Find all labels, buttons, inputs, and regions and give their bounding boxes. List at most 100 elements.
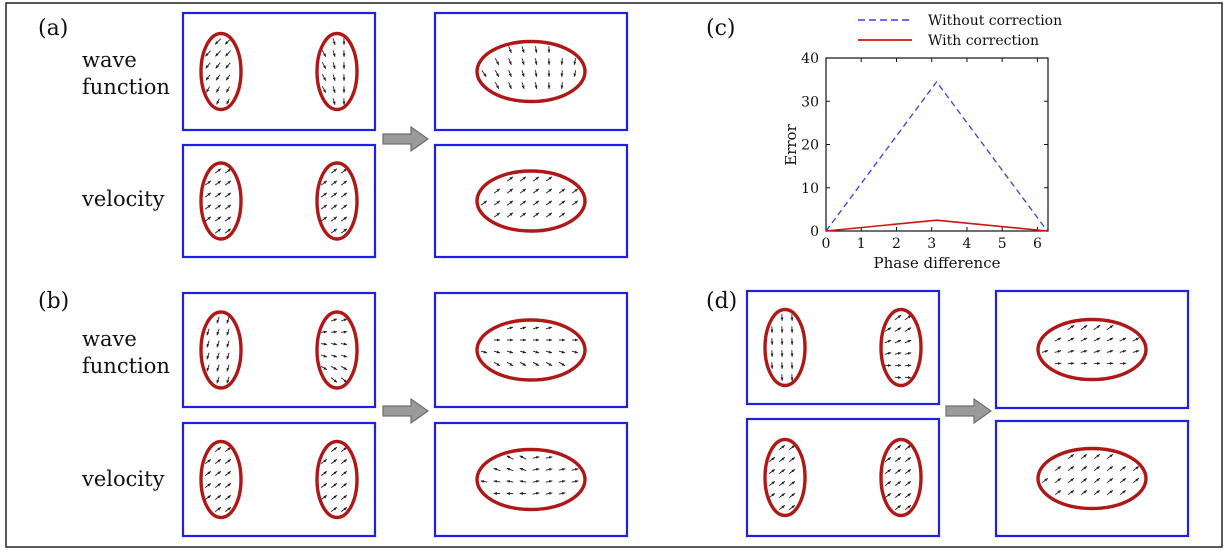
- field-vector: [1080, 337, 1088, 342]
- panel-frame: [433, 421, 629, 538]
- field-vector: [494, 57, 500, 66]
- field-vector: [508, 58, 512, 66]
- field-vector: [904, 481, 912, 486]
- panel-b-vel-before: [181, 421, 377, 538]
- field-vector: [330, 377, 338, 383]
- field-vector: [340, 495, 348, 500]
- field-vector: [480, 350, 488, 354]
- x-tick-label: 6: [1033, 236, 1042, 252]
- field-vector: [330, 507, 338, 512]
- field-vector: [1054, 350, 1062, 353]
- condensate-outline: [199, 161, 243, 241]
- field-vector: [206, 364, 210, 372]
- field-vector: [332, 74, 336, 82]
- panel-a-wave-after: [433, 11, 629, 132]
- field-vector: [340, 228, 348, 234]
- field-vector: [330, 216, 338, 222]
- field-vector: [204, 180, 212, 186]
- field-vector: [506, 200, 514, 206]
- row-label-function-b: function: [82, 354, 170, 378]
- merged-condensate-outline: [1036, 317, 1148, 382]
- field-vector: [493, 467, 501, 472]
- field-vector: [224, 471, 232, 476]
- field-vector: [224, 180, 232, 186]
- field-vector: [1093, 466, 1101, 471]
- field-vector: [340, 342, 348, 346]
- field-vector: [226, 340, 230, 348]
- field-vector: [205, 50, 211, 57]
- field-vector: [560, 70, 564, 78]
- series-with-correction-line: [825, 219, 1048, 232]
- field-vector: [534, 58, 538, 66]
- field-vector: [545, 326, 553, 330]
- field-vector: [214, 38, 222, 45]
- field-vector: [330, 192, 338, 198]
- y-tick-label: 30: [801, 94, 819, 110]
- field-vector: [216, 364, 220, 372]
- field-vector: [1132, 478, 1140, 483]
- field-vector: [904, 505, 912, 510]
- field-vector: [340, 216, 348, 222]
- x-tick-label: 2: [892, 236, 901, 252]
- field-vector: [1067, 478, 1075, 483]
- field-vector: [330, 168, 338, 174]
- row-label-velocity-a: velocity: [82, 187, 165, 211]
- field-vector: [519, 200, 527, 206]
- field-vector: [1106, 478, 1114, 483]
- field-vector: [340, 354, 348, 358]
- field-vector: [532, 188, 540, 194]
- field-vector: [204, 192, 212, 198]
- field-vector: [519, 326, 527, 330]
- field-vector: [1067, 490, 1075, 495]
- field-vector: [558, 480, 566, 483]
- field-vector: [904, 352, 912, 355]
- field-vector: [884, 481, 892, 486]
- field-vector: [884, 327, 892, 332]
- field-vector: [573, 70, 577, 78]
- field-vector: [340, 471, 348, 476]
- field-vector: [330, 471, 338, 476]
- x-tick-label: 3: [927, 236, 936, 252]
- field-vector: [545, 350, 553, 354]
- field-vector: [330, 204, 338, 210]
- field-vector: [332, 50, 336, 58]
- field-vector: [320, 216, 328, 222]
- field-vector: [206, 86, 210, 93]
- field-vector: [894, 339, 902, 344]
- panel-frame: [433, 11, 629, 132]
- field-vector: [340, 318, 348, 322]
- field-vector: [332, 86, 336, 94]
- field-vector: [214, 168, 222, 174]
- field-vector: [214, 204, 222, 210]
- merged-condensate-outline: [475, 447, 587, 512]
- field-vector: [225, 50, 231, 57]
- series-without-correction-line: [825, 80, 1048, 232]
- field-vector: [519, 212, 527, 218]
- field-vector: [1093, 324, 1101, 331]
- field-vector: [340, 330, 348, 334]
- field-vector: [332, 98, 336, 106]
- simulation-panels: [181, 11, 1190, 538]
- field-vector: [493, 350, 501, 354]
- plot-frame: [825, 57, 1049, 232]
- field-vector: [1119, 478, 1127, 483]
- field-vector: [558, 188, 566, 194]
- field-vector: [214, 471, 222, 476]
- field-vector: [894, 445, 902, 450]
- field-vector: [226, 364, 230, 372]
- field-vector: [330, 365, 338, 371]
- panel-frame: [181, 421, 377, 538]
- field-vector: [532, 456, 540, 459]
- transition-arrow: [382, 125, 430, 153]
- field-vector: [521, 70, 525, 78]
- field-vector: [216, 352, 220, 360]
- field-vector: [214, 459, 222, 464]
- field-vector: [206, 352, 210, 360]
- field-vector: [1067, 350, 1075, 353]
- field-vector: [768, 457, 776, 462]
- field-vector: [494, 69, 500, 78]
- field-vector: [340, 447, 348, 452]
- field-vector: [1080, 466, 1088, 471]
- field-vector: [558, 468, 566, 471]
